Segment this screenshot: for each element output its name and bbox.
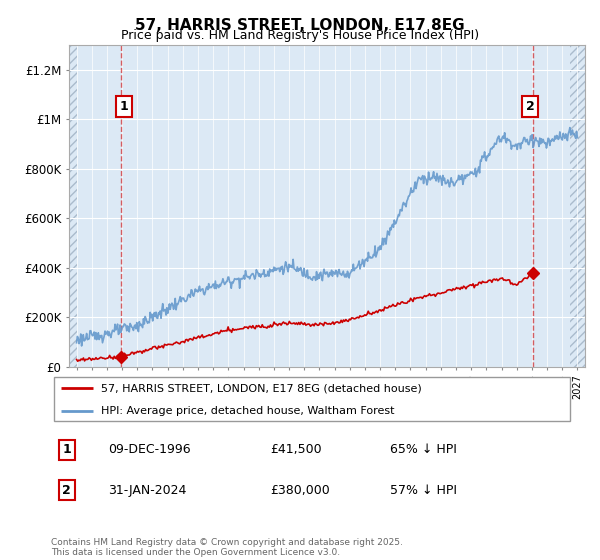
Text: 57% ↓ HPI: 57% ↓ HPI xyxy=(391,484,457,497)
Bar xyxy=(69,45,77,367)
Text: 65% ↓ HPI: 65% ↓ HPI xyxy=(391,444,457,456)
Text: HPI: Average price, detached house, Waltham Forest: HPI: Average price, detached house, Walt… xyxy=(101,406,394,416)
Text: 57, HARRIS STREET, LONDON, E17 8EG: 57, HARRIS STREET, LONDON, E17 8EG xyxy=(135,18,465,34)
Text: Contains HM Land Registry data © Crown copyright and database right 2025.
This d: Contains HM Land Registry data © Crown c… xyxy=(51,538,403,557)
Text: 31-JAN-2024: 31-JAN-2024 xyxy=(109,484,187,497)
Bar xyxy=(570,45,585,367)
Text: 2: 2 xyxy=(526,100,535,113)
Text: 57, HARRIS STREET, LONDON, E17 8EG (detached house): 57, HARRIS STREET, LONDON, E17 8EG (deta… xyxy=(101,383,421,393)
Text: 1: 1 xyxy=(120,100,128,113)
Text: 2: 2 xyxy=(62,484,71,497)
Text: £41,500: £41,500 xyxy=(270,444,322,456)
Text: £380,000: £380,000 xyxy=(270,484,330,497)
Text: Price paid vs. HM Land Registry's House Price Index (HPI): Price paid vs. HM Land Registry's House … xyxy=(121,29,479,42)
Text: 09-DEC-1996: 09-DEC-1996 xyxy=(109,444,191,456)
Text: 1: 1 xyxy=(62,444,71,456)
